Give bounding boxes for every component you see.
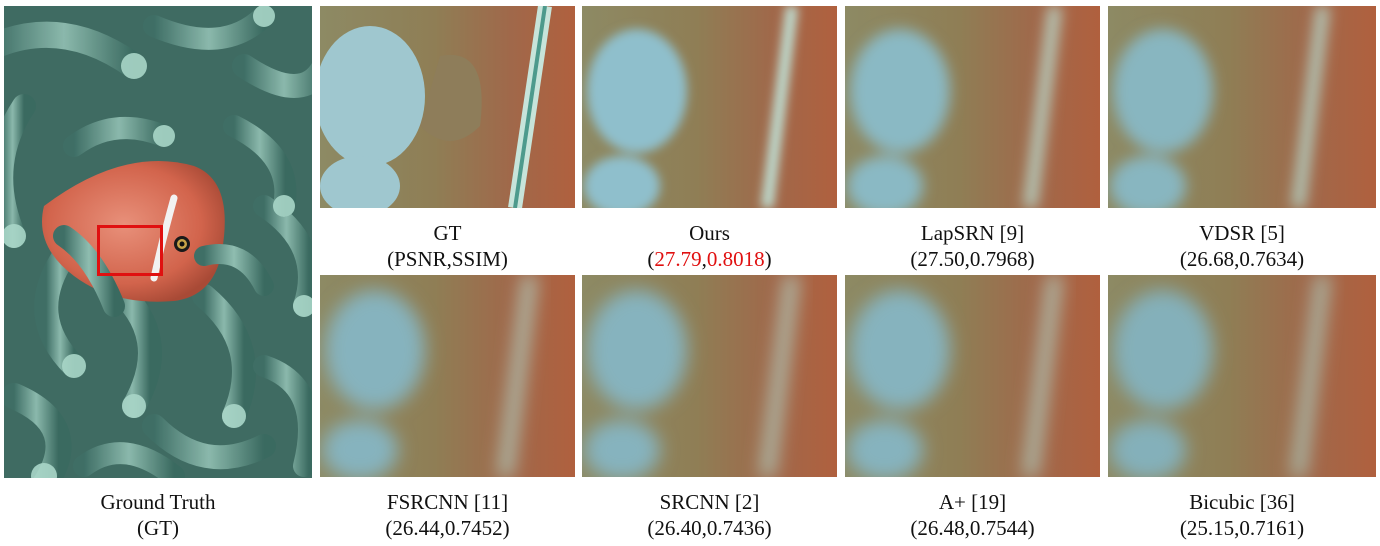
metric-label: (27.79,0.8018)	[582, 246, 837, 272]
metric-label: (27.50,0.7968)	[910, 247, 1035, 271]
crop-fsrcnn	[320, 275, 575, 477]
method-label: VDSR [5]	[1199, 221, 1285, 245]
metric-label: (26.44,0.7452)	[385, 516, 510, 540]
caption-label: Ground Truth	[100, 490, 216, 514]
crop-bicubic	[1108, 275, 1376, 477]
method-label: Ours	[689, 221, 730, 245]
roi-box	[97, 225, 163, 276]
crop-gt	[320, 6, 575, 208]
metric-label: (26.48,0.7544)	[910, 516, 1035, 540]
method-label: FSRCNN [11]	[386, 490, 509, 514]
method-label: GT	[433, 221, 462, 245]
caption-vdsr: VDSR [5] (26.68,0.7634)	[1108, 220, 1376, 272]
method-label: SRCNN [2]	[659, 490, 760, 514]
method-label: A+ [19]	[938, 490, 1007, 514]
method-label: Bicubic [36]	[1189, 490, 1295, 514]
psnr-value: 27.79	[654, 247, 702, 271]
caption-bicubic: Bicubic [36] (25.15,0.7161)	[1108, 489, 1376, 541]
caption-lapsrn: LapSRN [9] (27.50,0.7968)	[845, 220, 1100, 272]
separator: ,	[701, 247, 707, 271]
metric-label: (25.15,0.7161)	[1179, 516, 1305, 540]
caption-fsrcnn: FSRCNN [11] (26.44,0.7452)	[320, 489, 575, 541]
paren-close: )	[764, 247, 772, 271]
crop-aplus	[845, 275, 1100, 477]
caption-ours: Ours (27.79,0.8018)	[582, 220, 837, 272]
crop-vdsr	[1108, 6, 1376, 208]
caption-aplus: A+ [19] (26.48,0.7544)	[845, 489, 1100, 541]
method-label: LapSRN [9]	[920, 221, 1025, 245]
crop-ours	[582, 6, 837, 208]
metric-label: (PSNR,SSIM)	[387, 247, 508, 271]
caption-gt: GT (PSNR,SSIM)	[320, 220, 575, 272]
caption-sublabel: (GT)	[137, 516, 179, 540]
ssim-value: 0.8018	[706, 247, 765, 271]
crop-lapsrn	[845, 6, 1100, 208]
paren-open: (	[647, 247, 655, 271]
caption-ground-truth: Ground Truth (GT)	[4, 489, 312, 541]
caption-srcnn: SRCNN [2] (26.40,0.7436)	[582, 489, 837, 541]
metric-label: (26.40,0.7436)	[647, 516, 772, 540]
metric-label: (26.68,0.7634)	[1179, 247, 1305, 271]
crop-srcnn	[582, 275, 837, 477]
ground-truth-image	[4, 6, 312, 478]
